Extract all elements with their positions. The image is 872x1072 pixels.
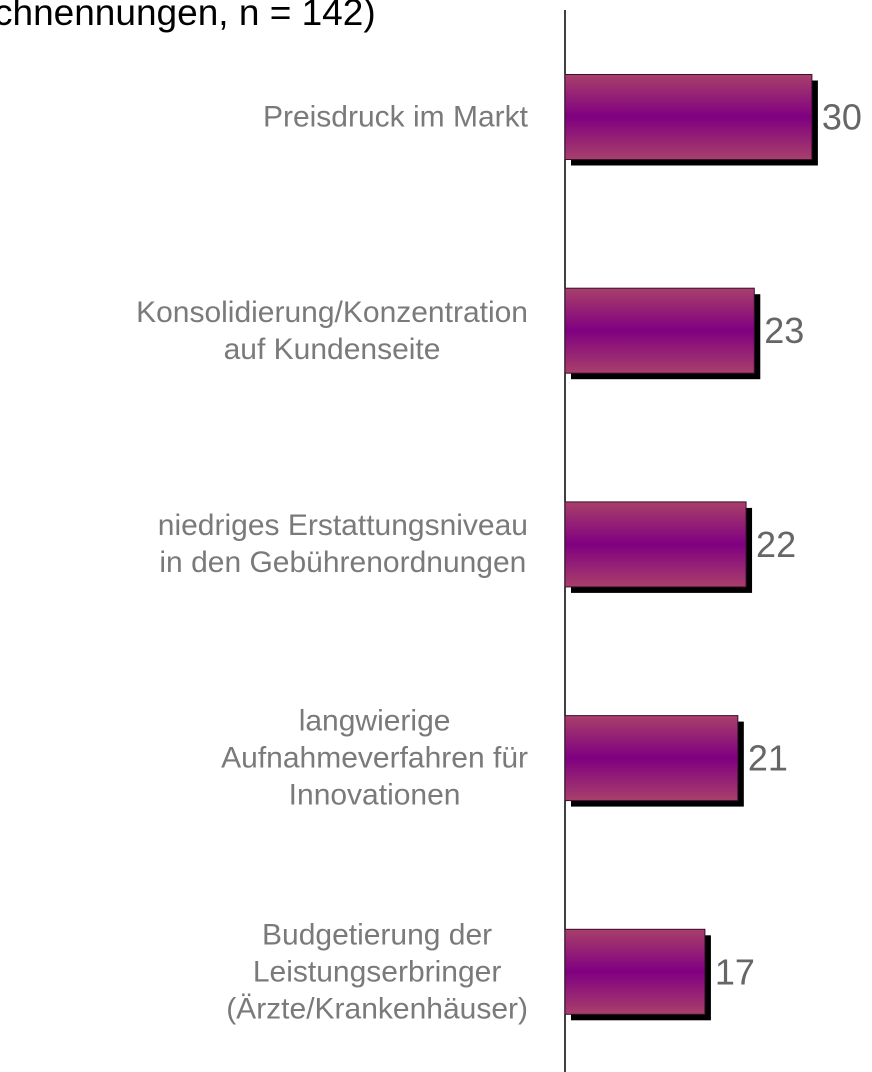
value-label: 23: [764, 310, 804, 351]
category-label: Preisdruck im Markt: [262, 100, 528, 134]
bar: [564, 501, 747, 588]
value-label: 21: [748, 738, 788, 779]
category-label: Budgetierung der Leistungserbringer (Ärz…: [226, 918, 528, 1026]
bar: [564, 287, 755, 374]
value-label: 22: [756, 524, 796, 565]
chart-title: chnennungen, n = 142): [0, 0, 376, 33]
bar: [564, 928, 706, 1015]
category-label: niedriges Erstattungsniveau in den Gebüh…: [157, 509, 528, 580]
value-label: 30: [822, 97, 862, 138]
category-label: langwierige Aufnahmeverfahren für Innova…: [221, 704, 528, 812]
value-label: 17: [715, 951, 755, 992]
bar: [564, 715, 739, 802]
bar: [564, 74, 813, 160]
category-label: Konsolidierung/Konzentration auf Kundens…: [136, 295, 528, 366]
